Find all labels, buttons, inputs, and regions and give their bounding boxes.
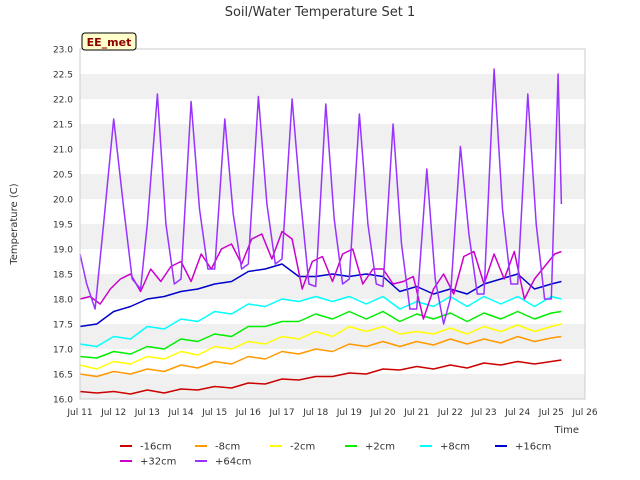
legend: -16cm -8cm -2cm +2cm +8cm +16cm +32cm +64cm [120, 442, 551, 468]
x-tick-label: Jul 26 [571, 408, 597, 418]
station-badge: EE_met [81, 32, 137, 51]
y-axis: 16.0 16.5 17.0 17.5 18.0 18.5 19.0 19.5 20.0 20.5… [53, 46, 73, 406]
plot-frame [79, 48, 586, 400]
x-tick-label: Jul 11 [66, 408, 92, 418]
x-tick-label: Jul 19 [336, 408, 362, 418]
y-tick-label: 20.0 [53, 196, 73, 206]
x-tick-label: Jul 21 [403, 408, 429, 418]
series-line [79, 295, 562, 348]
chart-title: Soil/Water Temperature Set 1 [225, 5, 416, 20]
grid-band [80, 74, 585, 99]
x-tick-label: Jul 25 [538, 408, 564, 418]
legend-label: +2cm [365, 442, 395, 453]
x-tick-label: Jul 12 [100, 408, 126, 418]
y-tick-label: 21.0 [53, 146, 73, 156]
x-tick-label: Jul 18 [302, 408, 328, 418]
x-axis-label: Time [554, 425, 579, 436]
y-tick-label: 19.0 [53, 246, 73, 256]
grid-band [80, 349, 585, 374]
y-tick-label: 18.5 [53, 271, 73, 281]
x-tick-label: Jul 24 [504, 408, 530, 418]
series-line [79, 323, 562, 370]
y-tick-label: 23.0 [53, 46, 73, 56]
x-tick-label: Jul 17 [268, 408, 294, 418]
y-tick-label: 17.5 [53, 321, 73, 331]
legend-label: +8cm [440, 442, 470, 453]
y-tick-label: 21.5 [53, 121, 73, 131]
x-axis: Jul 11 Jul 12 Jul 13 Jul 14 Jul 15 Jul 16 Jul … [66, 408, 597, 418]
grid-band [80, 99, 585, 124]
series-line [79, 263, 562, 328]
plot-area [80, 49, 585, 399]
series-line [79, 335, 562, 378]
grid-band [80, 49, 585, 74]
x-tick-label: Jul 22 [437, 408, 463, 418]
y-tick-label: 22.0 [53, 96, 73, 106]
series-layer [79, 68, 563, 395]
grid-band [80, 274, 585, 299]
x-tick-label: Jul 13 [134, 408, 160, 418]
legend-label: -8cm [215, 442, 240, 453]
legend-label: +64cm [215, 457, 251, 468]
grid-band [80, 299, 585, 324]
legend-label: -16cm [140, 442, 172, 453]
y-tick-label: 16.0 [53, 396, 73, 406]
y-tick-label: 20.5 [53, 171, 73, 181]
grid-band [80, 224, 585, 249]
y-tick-label: 17.0 [53, 346, 73, 356]
x-tick-label: Jul 16 [235, 408, 261, 418]
x-tick-label: Jul 20 [369, 408, 395, 418]
series-line [79, 359, 562, 395]
y-tick-label: 18.0 [53, 296, 73, 306]
legend-label: +32cm [140, 457, 176, 468]
x-tick-label: Jul 14 [167, 408, 193, 418]
series-line [79, 68, 563, 325]
station-label: EE_met [87, 36, 132, 49]
grid-band [80, 374, 585, 399]
x-tick-label: Jul 23 [470, 408, 496, 418]
grid-band [80, 124, 585, 149]
legend-label: +16cm [515, 442, 551, 453]
series-line [79, 310, 562, 359]
y-tick-label: 16.5 [53, 371, 73, 381]
y-tick-label: 22.5 [53, 71, 73, 81]
y-axis-label: Temperature (C) [9, 183, 20, 265]
legend-label: -2cm [290, 442, 315, 453]
x-tick-label: Jul 15 [201, 408, 227, 418]
grid-band [80, 149, 585, 174]
y-tick-label: 19.5 [53, 221, 73, 231]
